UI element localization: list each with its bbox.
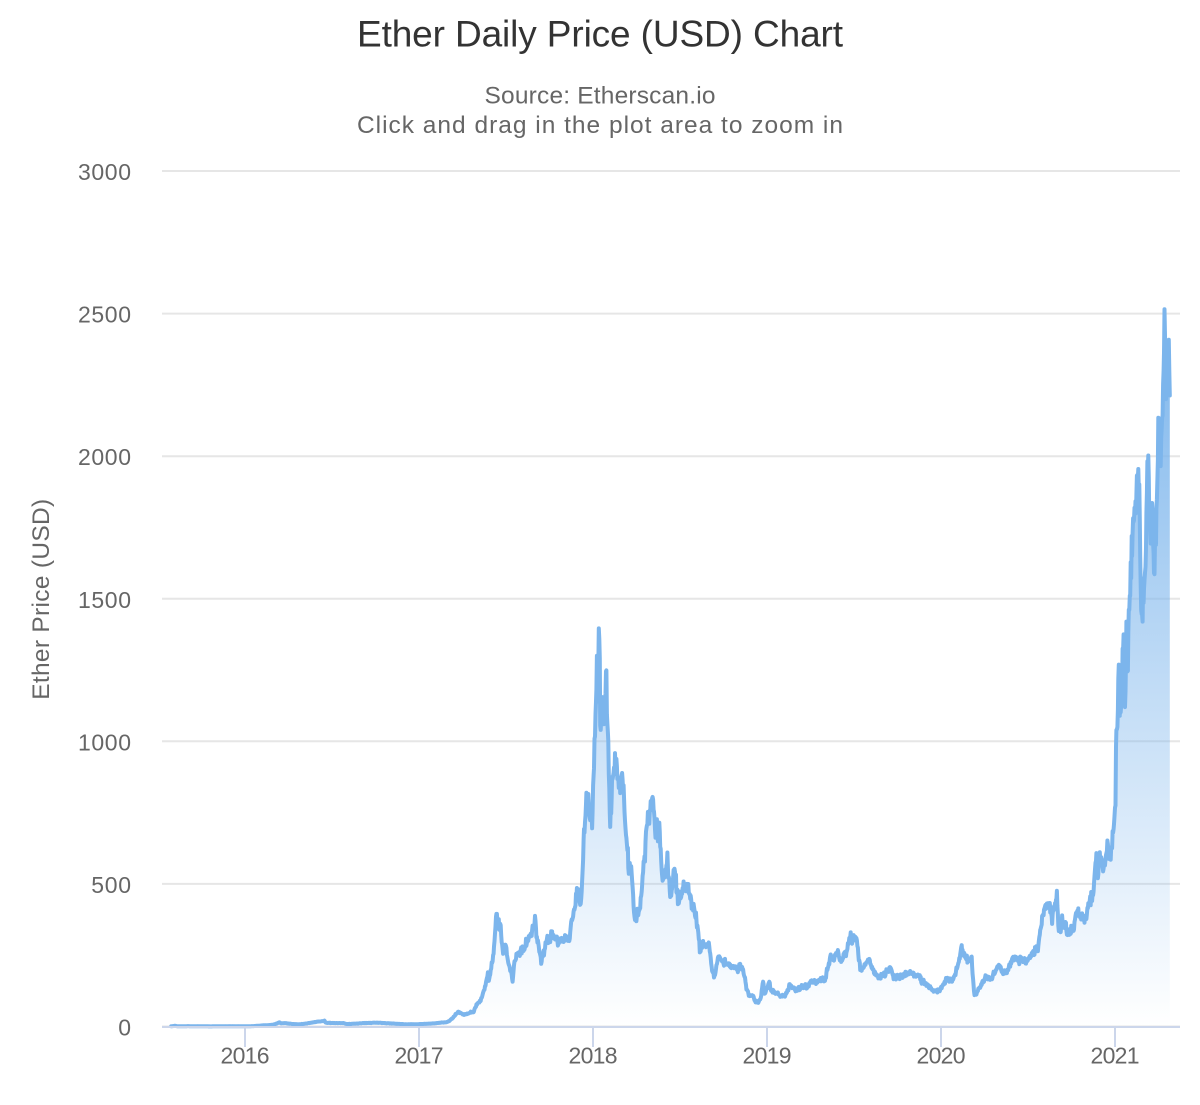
svg-text:1500: 1500 xyxy=(78,587,131,613)
svg-text:2017: 2017 xyxy=(395,1043,444,1069)
svg-text:500: 500 xyxy=(91,872,131,898)
svg-text:Ether Price (USD): Ether Price (USD) xyxy=(28,499,55,700)
svg-text:2018: 2018 xyxy=(569,1043,618,1069)
svg-text:0: 0 xyxy=(118,1015,131,1041)
svg-text:2019: 2019 xyxy=(743,1043,792,1069)
svg-text:2500: 2500 xyxy=(78,302,131,328)
svg-text:Ether Daily Price (USD) Chart: Ether Daily Price (USD) Chart xyxy=(357,13,844,54)
svg-text:2021: 2021 xyxy=(1091,1043,1140,1069)
svg-text:Source: Etherscan.io: Source: Etherscan.io xyxy=(485,82,716,109)
svg-text:2020: 2020 xyxy=(917,1043,966,1069)
svg-text:3000: 3000 xyxy=(78,159,131,185)
svg-text:2000: 2000 xyxy=(78,444,131,470)
svg-text:2016: 2016 xyxy=(221,1043,270,1069)
svg-text:Click and drag in the plot are: Click and drag in the plot area to zoom … xyxy=(357,112,843,139)
svg-text:1000: 1000 xyxy=(78,729,131,755)
